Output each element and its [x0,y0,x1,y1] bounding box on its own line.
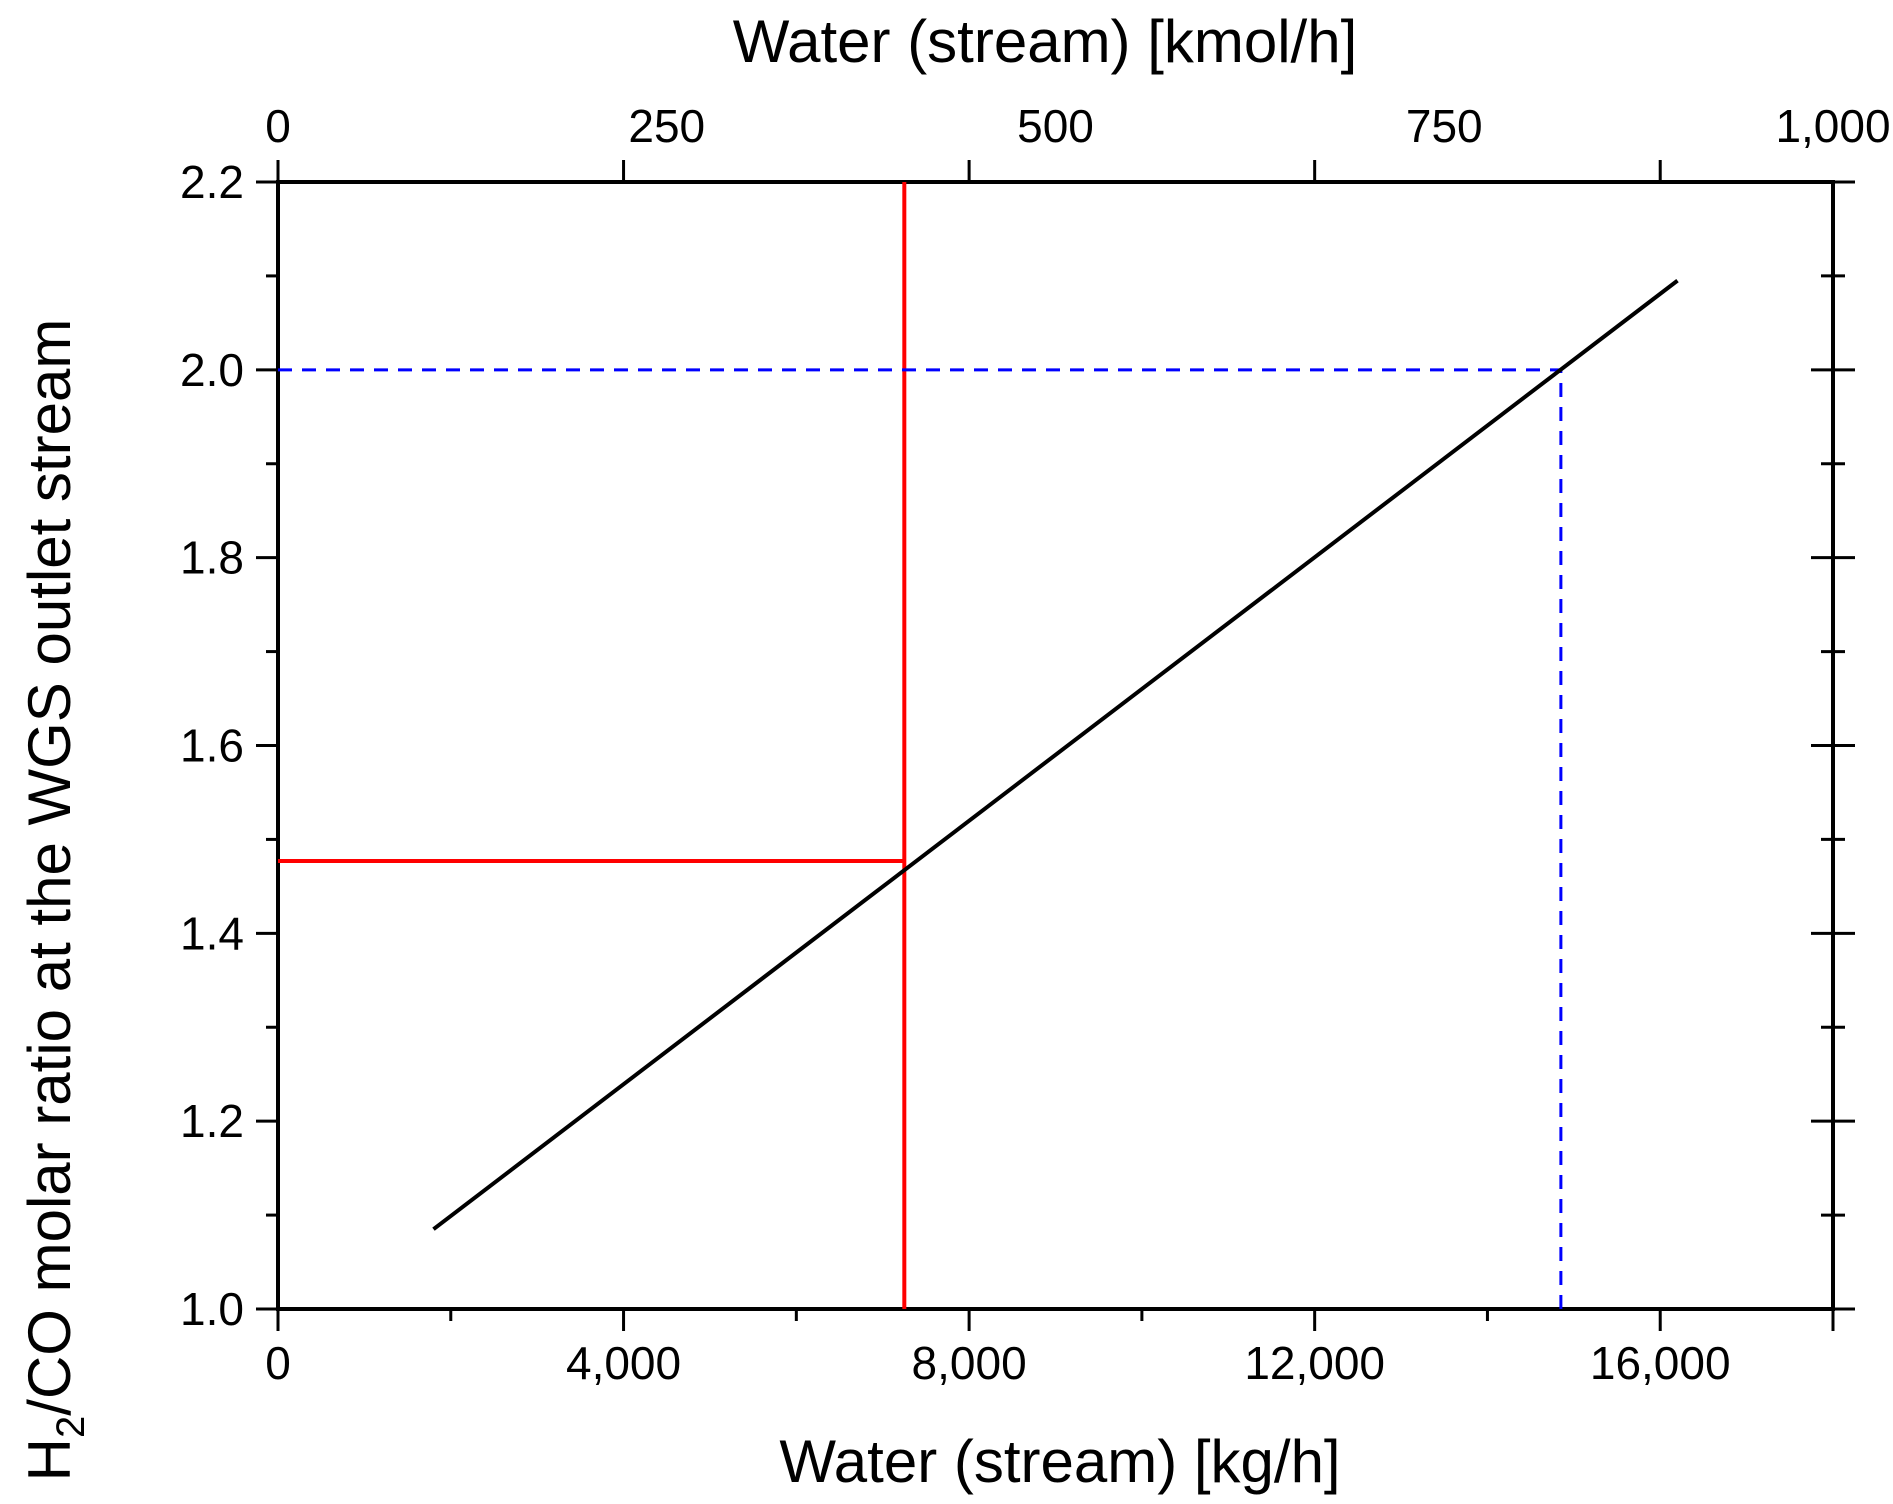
top-x-tick-label: 750 [1406,100,1483,152]
top-x-tick-label: 250 [628,100,705,152]
series-line [432,279,1679,1231]
x-tick-label: 12,000 [1244,1337,1385,1389]
x-tick-label: 4,000 [566,1337,681,1389]
axis-ticks: 0 4,000 8,000 12,000 16,000 0 250 500 750 1,000 1.… [180,100,1891,1389]
top-x-tick-label: 0 [265,100,291,152]
y-axis-title-h: H [16,1438,83,1481]
y-tick-label: 1.8 [180,532,244,584]
y-tick-label: 1.0 [180,1283,244,1335]
y-tick-label: 1.6 [180,720,244,772]
x-tick-label: 0 [265,1337,291,1389]
x-axis-title: Water (stream) [kg/h] [779,1428,1340,1495]
y-tick-label: 2.2 [180,156,244,208]
plot-border [276,180,1835,1311]
top-x-tick-label: 1,000 [1775,100,1890,152]
y-tick-label: 2.0 [180,344,244,396]
top-x-axis-title: Water (stream) [kmol/h] [733,8,1358,75]
plot-frame [276,180,1835,1311]
data-series [432,279,1679,1231]
reference-lines [278,182,1563,1309]
top-x-tick-label: 500 [1017,100,1094,152]
y-axis-title: H2/CO molar ratio at the WGS outlet stre… [16,319,93,1482]
y-axis-title-rest: /CO molar ratio at the WGS outlet stream [16,319,83,1416]
y-tick-label: 1.4 [180,907,244,959]
y-axis-title-subscript: 2 [49,1416,93,1438]
x-tick-label: 16,000 [1590,1337,1731,1389]
y-tick-label: 1.2 [180,1095,244,1147]
x-tick-label: 8,000 [912,1337,1027,1389]
